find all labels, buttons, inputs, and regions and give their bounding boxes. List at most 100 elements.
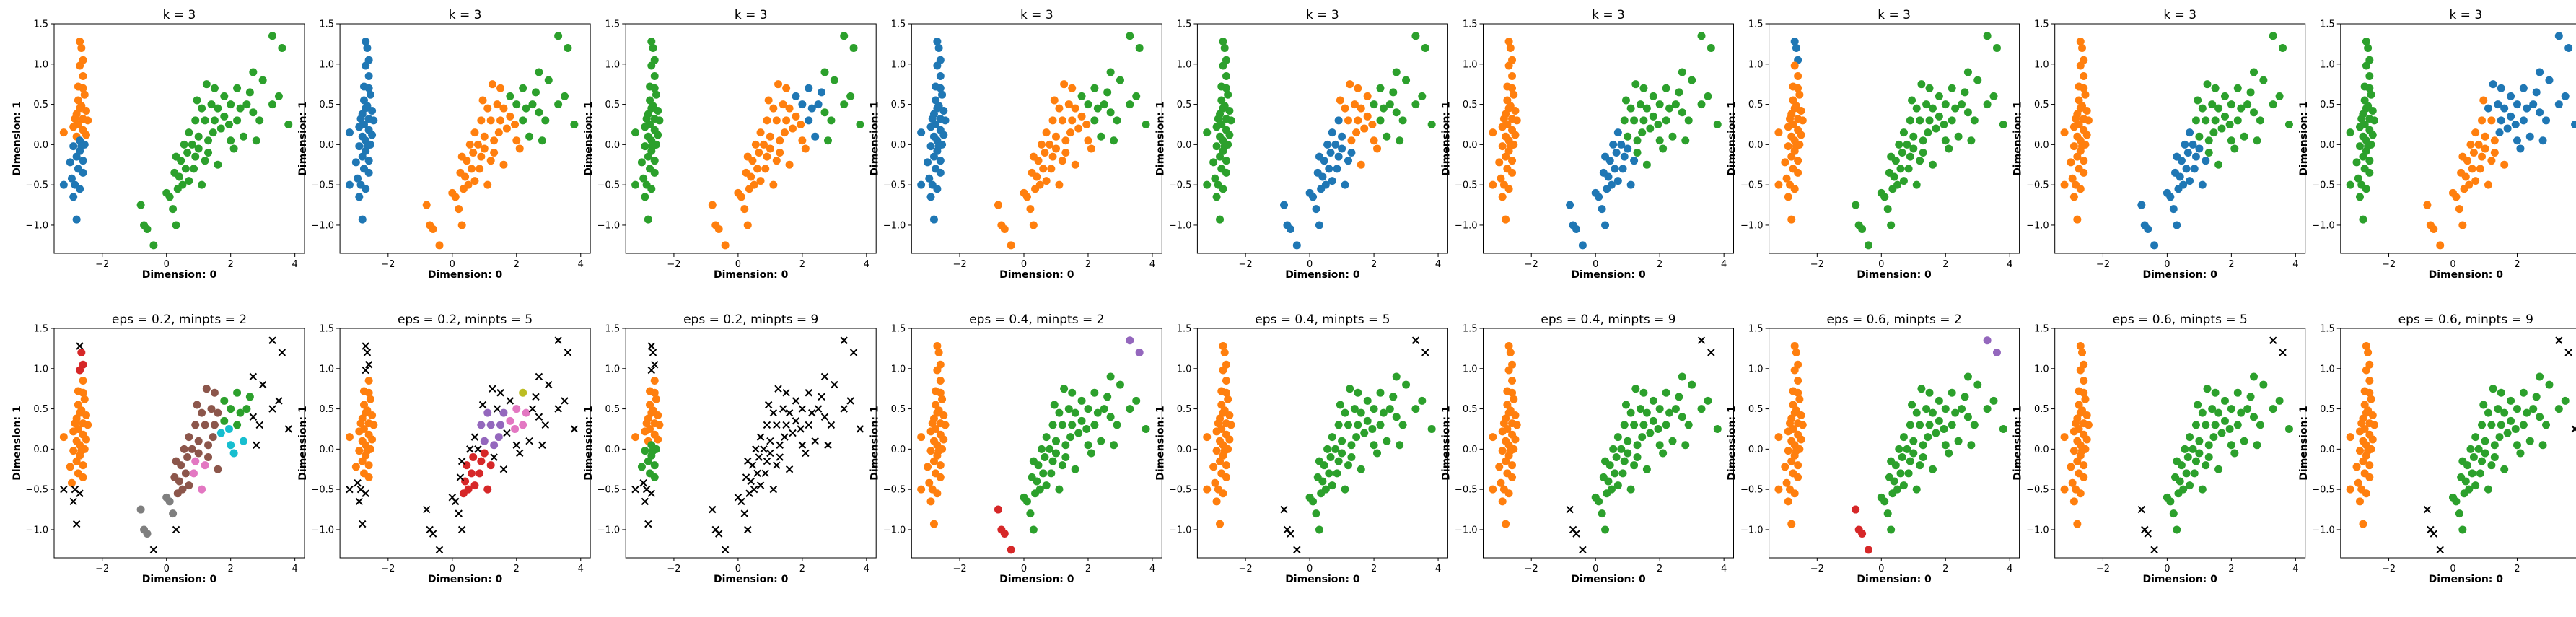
data-point [1916, 461, 1924, 470]
noise-point [742, 473, 750, 481]
data-point [1373, 449, 1382, 458]
y-tick-label: −1.0 [25, 525, 48, 535]
data-point [1100, 100, 1108, 109]
noise-point [792, 417, 800, 425]
data-point [1668, 132, 1677, 141]
data-point [201, 461, 209, 470]
data-point [1219, 185, 1227, 193]
data-point [644, 457, 652, 465]
noise-point [545, 380, 553, 389]
x-tick-label: 2 [799, 259, 805, 270]
data-point [1048, 152, 1057, 161]
data-point [1912, 408, 1921, 417]
noise-point [840, 405, 848, 413]
data-point [1983, 100, 1992, 109]
data-point [654, 435, 662, 444]
data-point [1402, 76, 1411, 84]
data-point [204, 441, 213, 450]
data-point [792, 112, 800, 121]
data-point [236, 408, 245, 417]
data-point [2237, 408, 2246, 417]
data-point [1566, 201, 1574, 209]
data-point [1286, 225, 1294, 234]
data-point [1607, 485, 1616, 494]
subplot-10: eps = 0.2, minpts = 2−2 0 2 4−1.0−0.50.00.5… [12, 312, 305, 585]
data-point [641, 193, 649, 201]
data-point [2204, 453, 2213, 462]
data-point [926, 497, 935, 506]
data-point [422, 201, 431, 209]
data-point [1924, 128, 1932, 137]
data-point [1887, 152, 1896, 161]
data-point [650, 377, 659, 385]
data-point [1908, 96, 1916, 105]
data-point [2076, 408, 2085, 417]
data-point [1607, 180, 1616, 189]
y-tick-label: 1.5 [33, 324, 48, 335]
data-point [1360, 124, 1369, 133]
data-point [2519, 421, 2528, 429]
data-point [2479, 96, 2488, 105]
data-point [1945, 144, 1953, 153]
data-point [1055, 408, 1064, 417]
y-tick-label: 0.0 [2320, 140, 2335, 151]
data-point [1898, 453, 1906, 462]
data-point [1655, 441, 1664, 450]
data-point [2279, 43, 2287, 52]
data-point [1948, 388, 1956, 397]
noise-point [805, 421, 812, 429]
data-point [216, 124, 225, 133]
data-point [1895, 445, 1903, 453]
data-point [1601, 152, 1610, 161]
data-point [1068, 116, 1077, 125]
noise-point [1566, 505, 1574, 514]
data-point [183, 149, 192, 157]
subplot-4: k = 3−2 0 2 4−1.0−0.50.00.51.01.5Dimension:… [869, 8, 1162, 281]
noise-point [423, 505, 431, 514]
data-point [1077, 396, 1086, 405]
data-point [564, 43, 572, 52]
data-point [1963, 108, 1972, 117]
data-point [2181, 140, 2189, 149]
data-point [1046, 140, 1054, 149]
data-point [2211, 388, 2220, 397]
data-point [2195, 449, 2204, 458]
subplot-title: k = 3 [735, 8, 768, 22]
data-point [1919, 441, 1927, 450]
data-point [1601, 525, 1610, 534]
data-point [1887, 221, 1896, 229]
subplot-title: eps = 0.6, minpts = 9 [2398, 312, 2533, 327]
subplot-title: k = 3 [1878, 8, 1911, 22]
x-tick-label: −2 [381, 564, 395, 574]
data-point [763, 152, 771, 161]
data-point [1620, 116, 1629, 125]
data-point [1639, 84, 1648, 92]
data-point [1792, 142, 1800, 151]
points-layer [345, 32, 579, 250]
data-point [1368, 424, 1377, 433]
noise-point [651, 361, 659, 369]
data-point [2516, 449, 2525, 458]
data-point [1633, 136, 1642, 145]
data-point [1498, 427, 1507, 436]
data-point [178, 485, 187, 494]
data-point [2484, 180, 2492, 189]
data-point [490, 136, 499, 145]
data-point [2538, 136, 2547, 145]
data-point [650, 72, 659, 81]
noise-point [2571, 425, 2576, 433]
noise-point [808, 408, 816, 417]
data-point [467, 165, 476, 173]
data-point [1333, 165, 1341, 173]
data-point [345, 433, 354, 442]
data-point [355, 427, 364, 436]
data-point [2060, 180, 2069, 189]
data-point [480, 132, 489, 141]
data-point [511, 424, 520, 433]
x-tick-label: 2 [2228, 564, 2234, 574]
data-point [1411, 32, 1420, 40]
data-point [169, 205, 178, 214]
data-point [2084, 116, 2093, 125]
noise-point [149, 546, 158, 554]
data-point [2554, 32, 2563, 40]
